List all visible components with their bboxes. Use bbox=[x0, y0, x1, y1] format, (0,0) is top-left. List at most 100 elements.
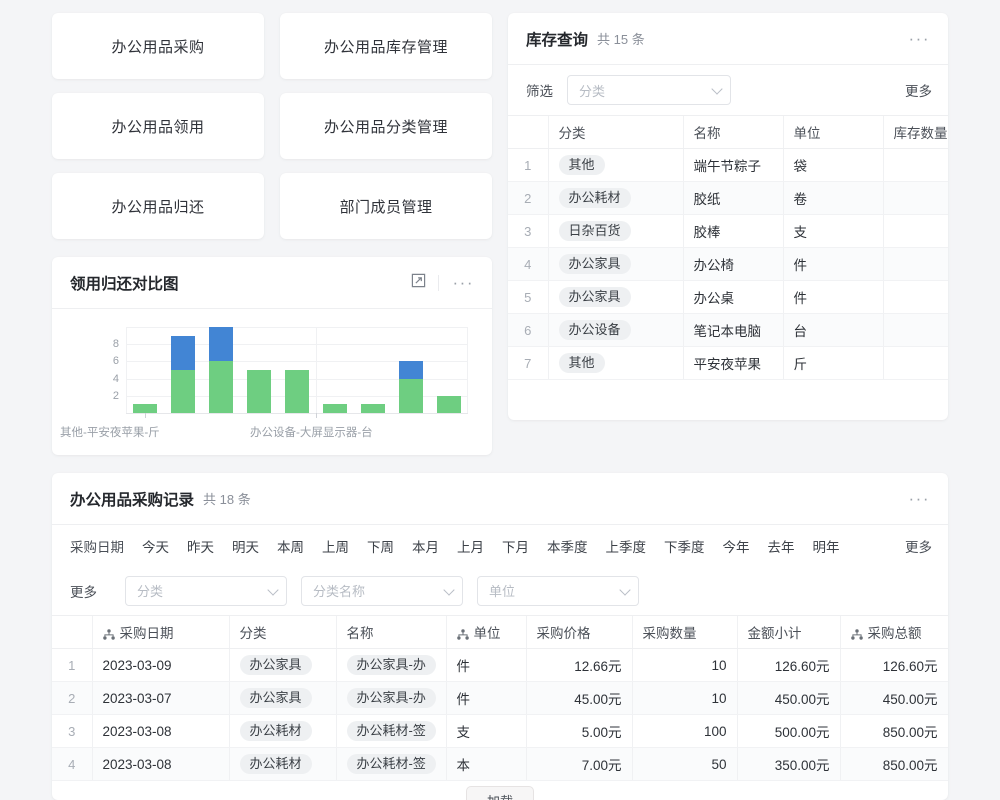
date-chip-today[interactable]: 今天 bbox=[142, 539, 169, 555]
axis-line-left bbox=[126, 327, 127, 413]
date-chip-last-year[interactable]: 去年 bbox=[767, 539, 795, 555]
x-axis-tick bbox=[316, 413, 317, 418]
table-row[interactable]: 6 办公设备 笔记本电脑 台 bbox=[508, 313, 948, 347]
date-chip-this-month[interactable]: 本月 bbox=[412, 539, 439, 555]
date-chip-last-quarter[interactable]: 上季度 bbox=[605, 539, 647, 555]
date-chip-yesterday[interactable]: 昨天 bbox=[187, 539, 214, 555]
nav-tile-inventory-management[interactable]: 办公用品库存管理 bbox=[280, 13, 492, 79]
load-more-area: 加载 bbox=[52, 786, 948, 800]
table-row[interactable]: 7 其他 平安夜苹果 斤 bbox=[508, 346, 948, 380]
table-row[interactable]: 3 2023-03-08 办公耗材 办公耗材-签 支 5.00元 100 500… bbox=[52, 714, 948, 748]
ellipsis-icon[interactable]: ··· bbox=[452, 272, 474, 292]
stacked-bar bbox=[284, 370, 310, 413]
chart-plot-area: 8 6 4 2 bbox=[113, 327, 468, 413]
table-row[interactable]: 4 办公家具 办公椅 件 bbox=[508, 247, 948, 281]
table-row[interactable]: 1 2023-03-09 办公家具 办公家具-办 件 12.66元 10 126… bbox=[52, 648, 948, 682]
category-name-select[interactable]: 分类名称 bbox=[301, 575, 463, 606]
column-header-unit[interactable]: 单位 bbox=[446, 616, 527, 649]
comparison-chart-card: 领用归还对比图 ··· 8 6 4 2 bbox=[52, 257, 492, 455]
cell-name: 办公桌 bbox=[683, 280, 784, 314]
bar-segment-return bbox=[398, 361, 424, 379]
chart-title: 领用归还对比图 bbox=[70, 275, 179, 293]
cell-unit: 斤 bbox=[783, 346, 884, 380]
table-row[interactable]: 2 2023-03-07 办公家具 办公家具-办 件 45.00元 10 450… bbox=[52, 681, 948, 715]
table-row[interactable]: 3 日杂百货 胶棒 支 bbox=[508, 214, 948, 248]
column-header-unit[interactable]: 单位 bbox=[783, 116, 884, 149]
cell-unit: 件 bbox=[446, 681, 527, 715]
date-chip-next-year[interactable]: 明年 bbox=[812, 539, 840, 555]
nav-tile-department-members[interactable]: 部门成员管理 bbox=[280, 173, 492, 239]
cell-category: 办公家具 bbox=[229, 648, 337, 682]
date-chip-next-week[interactable]: 下周 bbox=[367, 539, 394, 555]
date-chip-tomorrow[interactable]: 明天 bbox=[232, 539, 259, 555]
inventory-card-header: 库存查询 共 15 条 ··· bbox=[508, 13, 948, 65]
nav-tile-label: 部门成员管理 bbox=[339, 198, 433, 216]
column-header-name[interactable]: 名称 bbox=[336, 616, 447, 649]
column-header-grand-total[interactable]: 采购总额 bbox=[840, 616, 948, 649]
date-chips-more-link[interactable]: 更多 bbox=[905, 539, 932, 555]
column-header-label: 采购日期 bbox=[119, 625, 174, 641]
category-tag: 办公家具 bbox=[239, 688, 312, 708]
date-chip-next-quarter[interactable]: 下季度 bbox=[664, 539, 705, 555]
bar-group[interactable] bbox=[164, 327, 202, 413]
purchase-record-count: 共 18 条 bbox=[203, 492, 251, 507]
inventory-table: 分类 名称 单位 库存数量 1 其他 端午节粽子 袋 2 办公耗材 胶纸 bbox=[508, 116, 948, 380]
cell-name: 胶纸 bbox=[683, 181, 784, 215]
column-header-stock-qty[interactable]: 库存数量 bbox=[883, 116, 948, 149]
page-title: 库存查询 bbox=[526, 31, 589, 49]
column-header-label: 采购总额 bbox=[867, 625, 922, 641]
category-select[interactable]: 分类 bbox=[567, 75, 731, 105]
nav-tile-requisition[interactable]: 办公用品领用 bbox=[52, 93, 264, 159]
bar-group[interactable] bbox=[240, 327, 278, 413]
nav-tile-return[interactable]: 办公用品归还 bbox=[52, 173, 264, 239]
inventory-filter-row: 筛选 分类 更多 bbox=[508, 65, 948, 116]
ellipsis-icon[interactable]: ··· bbox=[908, 488, 930, 508]
bar-group[interactable] bbox=[202, 327, 240, 413]
column-header-purchase-price[interactable]: 采购价格 bbox=[526, 616, 633, 649]
stacked-bar bbox=[208, 327, 234, 413]
nav-tile-purchase[interactable]: 办公用品采购 bbox=[52, 13, 264, 79]
date-chip-next-month[interactable]: 下月 bbox=[502, 539, 529, 555]
table-row[interactable]: 4 2023-03-08 办公耗材 办公耗材-签 本 7.00元 50 350.… bbox=[52, 747, 948, 781]
column-header-subtotal[interactable]: 金额小计 bbox=[737, 616, 841, 649]
nav-tile-category-management[interactable]: 办公用品分类管理 bbox=[280, 93, 492, 159]
bar-segment-requisition bbox=[398, 378, 424, 413]
column-header-name[interactable]: 名称 bbox=[683, 116, 784, 149]
table-row[interactable]: 1 其他 端午节粽子 袋 bbox=[508, 148, 948, 182]
date-chip-last-week[interactable]: 上周 bbox=[322, 539, 349, 555]
cell-grand-total: 126.60元 bbox=[840, 648, 948, 682]
cell-purchase-price: 5.00元 bbox=[526, 714, 633, 748]
x-axis-line bbox=[126, 413, 468, 414]
date-chip-last-month[interactable]: 上月 bbox=[457, 539, 484, 555]
inventory-more-filters-link[interactable]: 更多 bbox=[905, 84, 932, 99]
bar-group[interactable] bbox=[430, 327, 468, 413]
cell-purchase-qty: 10 bbox=[632, 681, 738, 715]
bar-segment-requisition bbox=[322, 404, 348, 413]
external-link-icon[interactable] bbox=[411, 273, 426, 293]
bar-segment-requisition bbox=[246, 370, 272, 413]
nav-tile-label: 办公用品采购 bbox=[111, 38, 205, 56]
table-row[interactable]: 5 办公家具 办公桌 件 bbox=[508, 280, 948, 314]
bar-group[interactable] bbox=[392, 327, 430, 413]
table-row[interactable]: 2 办公耗材 胶纸 卷 bbox=[508, 181, 948, 215]
bar-segment-requisition bbox=[208, 361, 234, 413]
ellipsis-icon[interactable]: ··· bbox=[908, 28, 930, 48]
column-header-purchase-date[interactable]: 采购日期 bbox=[92, 616, 230, 649]
column-header-category[interactable]: 分类 bbox=[229, 616, 337, 649]
chart-card-header: 领用归还对比图 ··· bbox=[52, 257, 492, 309]
date-chip-this-week[interactable]: 本周 bbox=[277, 539, 304, 555]
unit-select-value: 单位 bbox=[489, 584, 516, 599]
column-header-category[interactable]: 分类 bbox=[548, 116, 684, 149]
unit-select[interactable]: 单位 bbox=[477, 575, 639, 606]
cell-unit: 支 bbox=[783, 214, 884, 248]
category-select[interactable]: 分类 bbox=[125, 575, 287, 606]
cell-unit: 件 bbox=[446, 648, 527, 682]
date-chip-this-year[interactable]: 今年 bbox=[722, 539, 750, 555]
bar-group[interactable] bbox=[354, 327, 392, 413]
bar-group[interactable] bbox=[316, 327, 354, 413]
bar-group[interactable] bbox=[278, 327, 316, 413]
column-header-purchase-qty[interactable]: 采购数量 bbox=[632, 616, 738, 649]
load-more-button[interactable]: 加载 bbox=[466, 786, 534, 800]
date-chip-this-quarter[interactable]: 本季度 bbox=[547, 539, 588, 555]
bar-group[interactable] bbox=[126, 327, 164, 413]
